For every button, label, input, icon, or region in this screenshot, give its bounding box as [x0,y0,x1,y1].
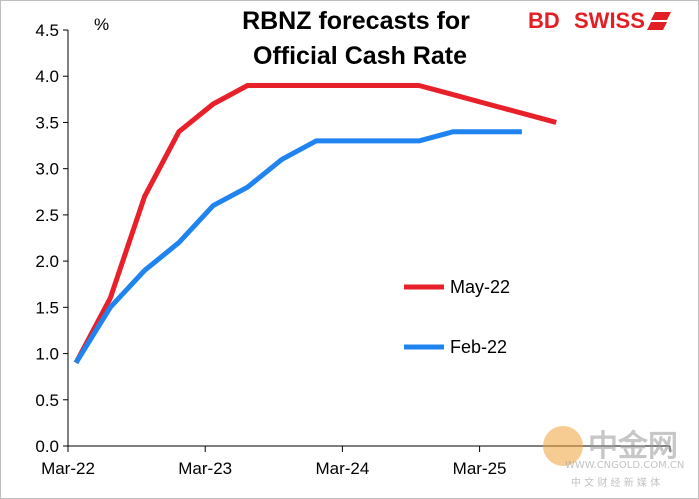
legend-label-may-22: May-22 [450,277,510,297]
y-tick-label: 1.5 [35,298,59,317]
y-tick-label: 1.0 [35,345,59,364]
x-tick-label: Mar-22 [41,459,95,478]
logo-text-swiss: SWISS [574,8,645,33]
legend-label-feb-22: Feb-22 [450,337,507,357]
series-line-may-22 [73,83,557,364]
watermark-url: WWW.CNGOLD.COM.CN [565,460,684,471]
chart-title-line-2: Official Cash Rate [253,42,467,70]
logo-mark-icon [647,12,671,30]
y-tick-label: 2.5 [35,206,59,225]
watermark-subtext: 中 文 财 经 新 媒 体 [571,476,660,489]
watermark-text: 中金网 [588,429,678,464]
x-tick-label: Mar-23 [178,459,232,478]
series-lines [73,83,557,365]
x-tick-label: Mar-24 [315,459,369,478]
y-tick-label: 4.0 [35,67,59,86]
y-tick-label: 3.5 [35,113,59,132]
watermark-logo-icon [543,426,583,466]
logo-text-bd: BD [528,8,560,33]
watermark: 中金网 中 文 财 经 新 媒 体 WWW.CNGOLD.COM.CN [543,426,684,489]
y-tick-label: 0.0 [35,437,59,456]
x-tick-label: Mar-25 [453,459,507,478]
bdswiss-logo: BD SWISS [528,8,671,33]
chart-title-line-1: RBNZ forecasts for [242,7,470,35]
y-axis-unit-label: % [94,15,109,34]
axes: 0.0 0.5 1.0 1.5 2.0 2.5 3.0 3.5 4.0 4.5 Mar-22 Mar-… [35,21,671,478]
y-tick-label: 4.5 [35,21,59,40]
y-tick-label: 3.0 [35,160,59,179]
y-tick-label: 0.5 [35,391,59,410]
series-line-feb-22 [73,129,522,365]
y-tick-label: 2.0 [35,252,59,271]
legend: May-22 Feb-22 [404,277,510,357]
